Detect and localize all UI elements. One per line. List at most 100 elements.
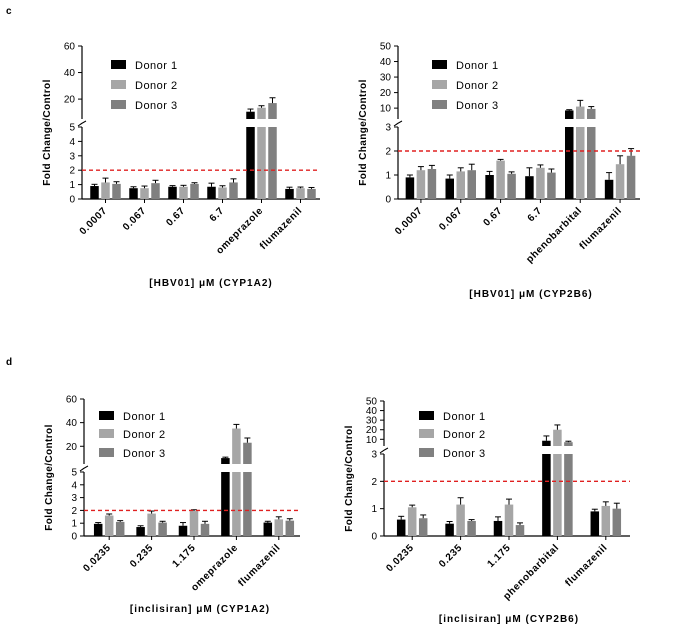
bar — [221, 458, 230, 464]
bar — [564, 442, 573, 446]
chart-panel-1: 0 1 2 3 4 5 20 40 60 Fold Change/Control 0.0007 0.0… — [42, 42, 320, 289]
y-tick-label: 0 — [69, 195, 75, 206]
y-tick-label: 0 — [71, 532, 77, 543]
bar — [136, 527, 145, 536]
y-tick-label: 3 — [69, 151, 75, 162]
legend-swatch — [419, 448, 434, 457]
y-tick-label: 50 — [380, 42, 392, 53]
bar — [445, 178, 454, 199]
axis-break-mark — [393, 120, 403, 127]
bar — [467, 520, 476, 536]
x-tick-label: 0.235 — [128, 542, 156, 570]
y-axis-label: Fold Change/Control — [344, 425, 355, 531]
y-tick-label: 40 — [366, 406, 378, 417]
bar — [178, 525, 188, 536]
y-tick-label: 40 — [380, 57, 392, 68]
bar — [536, 167, 545, 199]
bar — [601, 505, 611, 536]
y-tick-label: 2 — [69, 166, 75, 177]
bar — [587, 108, 596, 119]
legend-swatch — [419, 429, 434, 438]
bar — [418, 518, 428, 536]
bar — [564, 454, 573, 536]
bar — [229, 182, 238, 199]
bar — [485, 175, 494, 199]
bar — [467, 170, 476, 199]
y-tick-label: 0 — [371, 532, 377, 543]
y-tick-label: 40 — [64, 68, 76, 79]
bar — [112, 183, 121, 199]
y-tick-label: 2 — [71, 506, 77, 517]
legend-swatch — [99, 429, 114, 438]
y-tick-label: 3 — [385, 123, 391, 134]
legend-label: Donor 1 — [135, 60, 178, 72]
bar — [243, 442, 252, 464]
legend-swatch — [111, 80, 126, 89]
x-tick-label: flumazenil — [258, 205, 305, 252]
legend-label: Donor 1 — [443, 411, 486, 423]
y-tick-label: 5 — [69, 123, 75, 134]
bar — [218, 187, 227, 199]
bar — [445, 523, 454, 536]
axis-break-mark — [79, 465, 89, 472]
legend-label: Donor 3 — [443, 448, 486, 460]
x-tick-label: flumazenil — [236, 542, 283, 589]
x-tick-label: 1.175 — [171, 542, 199, 570]
legend-swatch — [99, 448, 114, 457]
x-tick-label: 0.0007 — [393, 205, 425, 237]
y-tick-label: 1 — [71, 519, 77, 530]
bar — [268, 127, 277, 199]
bar — [296, 188, 305, 199]
bar — [547, 172, 556, 199]
legend-label: Donor 2 — [135, 80, 178, 92]
legend-swatch — [432, 100, 447, 109]
bar — [604, 179, 614, 199]
bar — [257, 127, 266, 199]
bar — [587, 127, 596, 199]
bar — [515, 525, 525, 536]
y-tick-label: 2 — [385, 147, 391, 158]
y-axis-label: Fold Change/Control — [358, 79, 369, 185]
y-tick-label: 60 — [66, 395, 78, 406]
y-tick-label: 40 — [66, 418, 78, 429]
bar — [427, 169, 437, 199]
legend-swatch — [111, 60, 126, 69]
y-tick-label: 3 — [71, 493, 77, 504]
y-tick-label: 20 — [66, 442, 78, 453]
y-tick-label: 30 — [366, 416, 378, 427]
bar — [456, 171, 465, 199]
bar — [590, 511, 600, 536]
y-tick-label: 1 — [371, 504, 377, 515]
bar — [407, 507, 417, 536]
y-tick-label: 10 — [366, 435, 378, 446]
bar — [101, 182, 110, 199]
legend-swatch — [432, 60, 447, 69]
bar — [147, 513, 156, 536]
bar — [285, 520, 295, 536]
bar — [396, 519, 406, 536]
y-axis-label: Fold Change/Control — [44, 424, 55, 530]
x-tick-label: 0.67 — [164, 205, 187, 228]
bar — [151, 183, 160, 199]
y-tick-label: 3 — [371, 450, 377, 461]
x-tick-label: 6.7 — [526, 205, 545, 224]
axis-break-mark — [379, 447, 389, 454]
y-tick-label: 20 — [366, 425, 378, 436]
x-axis-label: [HBV01] μM (CYP2B6) — [469, 289, 592, 300]
y-tick-label: 0 — [385, 195, 391, 206]
y-tick-label: 1 — [385, 171, 391, 182]
y-tick-label: 2 — [371, 477, 377, 488]
x-tick-label: 6.7 — [208, 205, 227, 224]
legend-label: Donor 1 — [123, 411, 166, 423]
bar — [90, 186, 99, 199]
bar — [129, 188, 138, 199]
y-tick-label: 20 — [64, 95, 76, 106]
y-tick-label: 20 — [380, 88, 392, 99]
bar — [307, 188, 316, 199]
bar — [257, 107, 266, 119]
legend-label: Donor 3 — [456, 100, 499, 112]
bar — [507, 173, 516, 199]
y-tick-label: 5 — [71, 468, 77, 479]
legend-label: Donor 1 — [456, 60, 499, 72]
